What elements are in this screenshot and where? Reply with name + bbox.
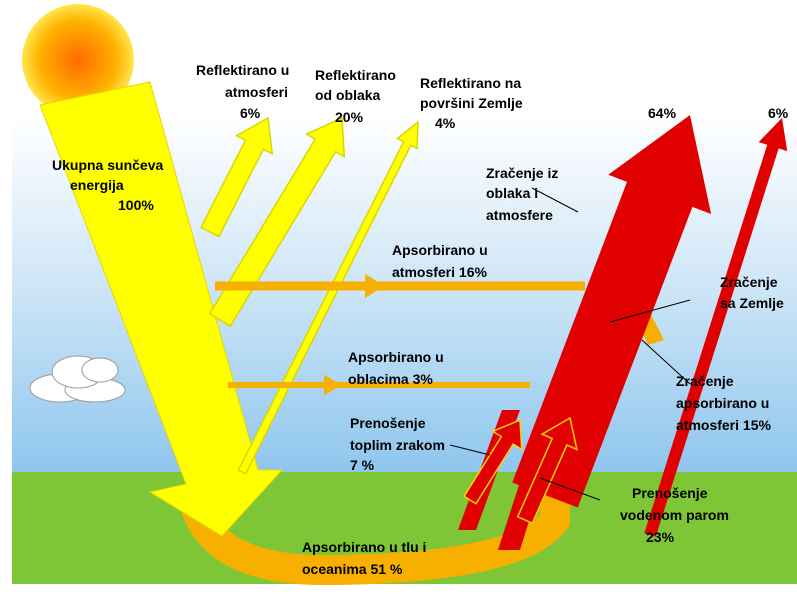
label-line: atmosferi 15%	[676, 417, 771, 433]
label-line: oblacima 3%	[348, 371, 433, 387]
label-line: Reflektirano	[315, 67, 396, 83]
label-line: vodenom parom	[620, 507, 729, 523]
label-line: 20%	[335, 109, 364, 125]
label-line: 6%	[240, 105, 261, 121]
label-line: Reflektirano u	[196, 62, 289, 78]
label-line: 6%	[768, 105, 789, 121]
label-line: energija	[70, 177, 124, 193]
label-line: Reflektirano na	[420, 75, 521, 91]
label-line: atmosferi 16%	[392, 264, 487, 280]
label-line: Zračenje iz	[486, 165, 558, 181]
label-line: od oblaka	[315, 87, 381, 103]
label-line: 4%	[435, 115, 456, 131]
label-line: toplim zrakom	[350, 437, 445, 453]
label-line: Prenošenje	[632, 485, 708, 501]
label-line: 7 %	[350, 457, 375, 473]
label-line: Ukupna sunčeva	[52, 157, 163, 173]
diagram: Ukupna sunčeva energija 100% Reflektirano u…	[0, 0, 797, 596]
label-line: apsorbirano u	[676, 395, 769, 411]
label-line: Apsorbirano u	[392, 242, 488, 258]
label-line: površini Zemlje	[420, 95, 523, 111]
label-line: atmosfere	[486, 207, 553, 223]
label-line: atmosferi	[225, 84, 288, 100]
label-line: oblaka i	[486, 185, 538, 201]
label-line: Apsorbirano u tlu i	[302, 539, 426, 555]
label-line: Zračenje	[676, 373, 734, 389]
label-line: 100%	[118, 197, 154, 213]
label-line: oceanima 51 %	[302, 561, 403, 577]
label-line: sa Zemlje	[720, 295, 784, 311]
label-line: 64%	[648, 105, 677, 121]
label-line: Prenošenje	[350, 415, 426, 431]
label-line: 23%	[646, 529, 675, 545]
label-line: Apsorbirano u	[348, 349, 444, 365]
label-line: Zračenje	[720, 274, 778, 290]
